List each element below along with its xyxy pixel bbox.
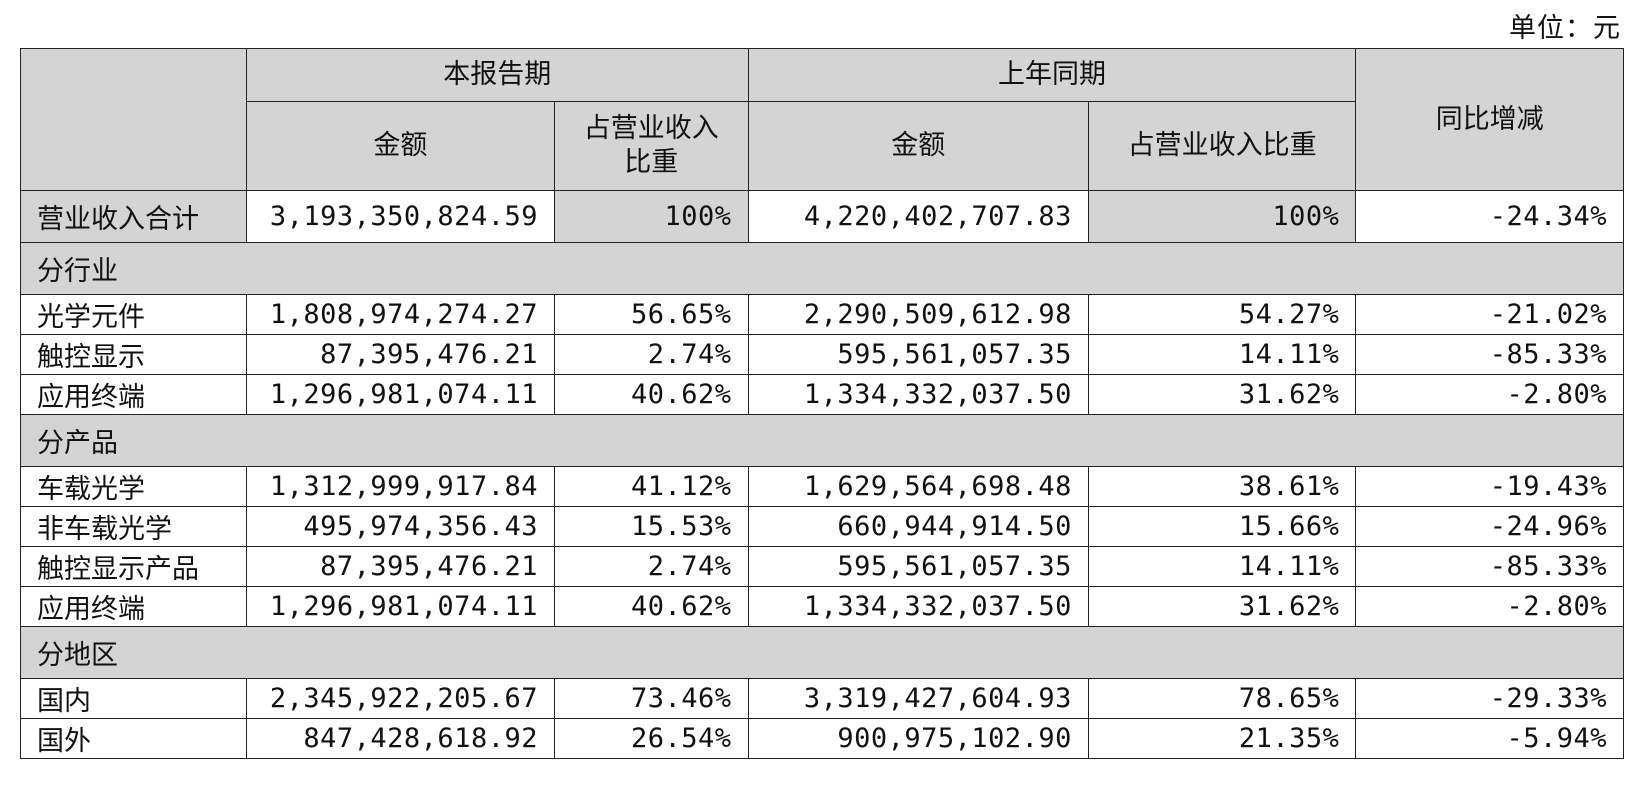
yoy-header: 同比增减 [1355, 48, 1624, 191]
table-row: 应用终端 1,296,981,074.11 40.62% 1,334,332,037.… [20, 374, 1624, 415]
prior-share-cell: 14.11% [1087, 334, 1357, 375]
section-title: 分产品 [20, 414, 1624, 467]
prior-share-header: 占营业收入比重 [1087, 101, 1357, 191]
row-label: 应用终端 [20, 374, 247, 415]
prior-share-cell: 78.65% [1087, 678, 1357, 719]
yoy-cell: -19.43% [1355, 466, 1624, 507]
prior-share-cell: 100% [1087, 190, 1357, 243]
prior-amount-cell: 595,561,057.35 [747, 546, 1089, 587]
current-share-header: 占营业收入 比重 [553, 101, 749, 191]
table-row: 触控显示 87,395,476.21 2.74% 595,561,057.35 14.1… [20, 334, 1624, 375]
prior-amount-cell: 900,975,102.90 [747, 718, 1089, 759]
current-amount-cell: 87,395,476.21 [245, 334, 555, 375]
row-label: 光学元件 [20, 294, 247, 335]
table-row: 应用终端 1,296,981,074.11 40.62% 1,334,332,037.… [20, 586, 1624, 627]
row-label: 国外 [20, 718, 247, 759]
row-label: 国内 [20, 678, 247, 719]
header-row-1: 本报告期 上年同期 同比增减 [20, 48, 1624, 191]
yoy-cell: -5.94% [1355, 718, 1624, 759]
current-share-cell: 15.53% [553, 506, 749, 547]
current-share-cell: 2.74% [553, 334, 749, 375]
prior-share-cell: 15.66% [1087, 506, 1357, 547]
section-row: 分产品 [20, 414, 1624, 467]
prior-share-cell: 31.62% [1087, 586, 1357, 627]
current-amount-cell: 847,428,618.92 [245, 718, 555, 759]
table-row: 国内 2,345,922,205.67 73.46% 3,319,427,604.93… [20, 678, 1624, 719]
section-title: 分地区 [20, 626, 1624, 679]
prior-amount-cell: 3,319,427,604.93 [747, 678, 1089, 719]
row-label: 触控显示产品 [20, 546, 247, 587]
row-label: 触控显示 [20, 334, 247, 375]
prior-amount-cell: 1,629,564,698.48 [747, 466, 1089, 507]
prior-amount-cell: 2,290,509,612.98 [747, 294, 1089, 335]
yoy-cell: -29.33% [1355, 678, 1624, 719]
current-amount-cell: 495,974,356.43 [245, 506, 555, 547]
yoy-cell: -21.02% [1355, 294, 1624, 335]
revenue-table: 本报告期 上年同期 同比增减 金额 占营业收入 比重 金额 占营业收入比重 营业收… [20, 48, 1624, 759]
current-amount-cell: 3,193,350,824.59 [245, 190, 555, 243]
row-label: 车载光学 [20, 466, 247, 507]
unit-label: 单位：元 [1509, 13, 1621, 44]
prior-share-cell: 14.11% [1087, 546, 1357, 587]
prior-share-cell: 31.62% [1087, 374, 1357, 415]
section-row: 分地区 [20, 626, 1624, 679]
table-row: 国外 847,428,618.92 26.54% 900,975,102.90 21.3… [20, 718, 1624, 759]
prior-share-cell: 21.35% [1087, 718, 1357, 759]
current-share-cell: 40.62% [553, 374, 749, 415]
table-row: 光学元件 1,808,974,274.27 56.65% 2,290,509,612.… [20, 294, 1624, 335]
current-period-header: 本报告期 [245, 48, 749, 102]
yoy-cell: -24.34% [1355, 190, 1624, 243]
current-share-cell: 2.74% [553, 546, 749, 587]
current-amount-cell: 1,296,981,074.11 [245, 374, 555, 415]
corner-header-cell [20, 48, 247, 191]
total-row: 营业收入合计 3,193,350,824.59 100% 4,220,402,7… [20, 190, 1624, 243]
current-share-cell: 73.46% [553, 678, 749, 719]
table-row: 非车载光学 495,974,356.43 15.53% 660,944,914.50 1… [20, 506, 1624, 547]
current-amount-cell: 87,395,476.21 [245, 546, 555, 587]
current-amount-cell: 1,312,999,917.84 [245, 466, 555, 507]
current-amount-header: 金额 [245, 101, 555, 191]
section-row: 分行业 [20, 242, 1624, 295]
current-share-cell: 40.62% [553, 586, 749, 627]
yoy-cell: -2.80% [1355, 374, 1624, 415]
current-amount-cell: 1,296,981,074.11 [245, 586, 555, 627]
current-share-cell: 41.12% [553, 466, 749, 507]
prior-amount-cell: 660,944,914.50 [747, 506, 1089, 547]
current-share-cell: 100% [553, 190, 749, 243]
prior-amount-cell: 1,334,332,037.50 [747, 374, 1089, 415]
prior-amount-cell: 1,334,332,037.50 [747, 586, 1089, 627]
prior-amount-cell: 4,220,402,707.83 [747, 190, 1089, 243]
row-label: 营业收入合计 [20, 190, 247, 243]
row-label: 应用终端 [20, 586, 247, 627]
section-title: 分行业 [20, 242, 1624, 295]
table-row: 车载光学 1,312,999,917.84 41.12% 1,629,564,698.… [20, 466, 1624, 507]
yoy-cell: -85.33% [1355, 546, 1624, 587]
yoy-cell: -2.80% [1355, 586, 1624, 627]
row-label: 非车载光学 [20, 506, 247, 547]
prior-amount-cell: 595,561,057.35 [747, 334, 1089, 375]
current-share-cell: 56.65% [553, 294, 749, 335]
yoy-cell: -24.96% [1355, 506, 1624, 547]
current-amount-cell: 2,345,922,205.67 [245, 678, 555, 719]
prior-share-cell: 38.61% [1087, 466, 1357, 507]
header-row-2: 金额 占营业收入 比重 金额 占营业收入比重 [21, 101, 1624, 191]
current-share-cell: 26.54% [553, 718, 749, 759]
yoy-cell: -85.33% [1355, 334, 1624, 375]
table-row: 触控显示产品 87,395,476.21 2.74% 595,561,057.35 14… [20, 546, 1624, 587]
prior-share-cell: 54.27% [1087, 294, 1357, 335]
prior-period-header: 上年同期 [747, 48, 1357, 102]
prior-amount-header: 金额 [747, 101, 1089, 191]
current-amount-cell: 1,808,974,274.27 [245, 294, 555, 335]
